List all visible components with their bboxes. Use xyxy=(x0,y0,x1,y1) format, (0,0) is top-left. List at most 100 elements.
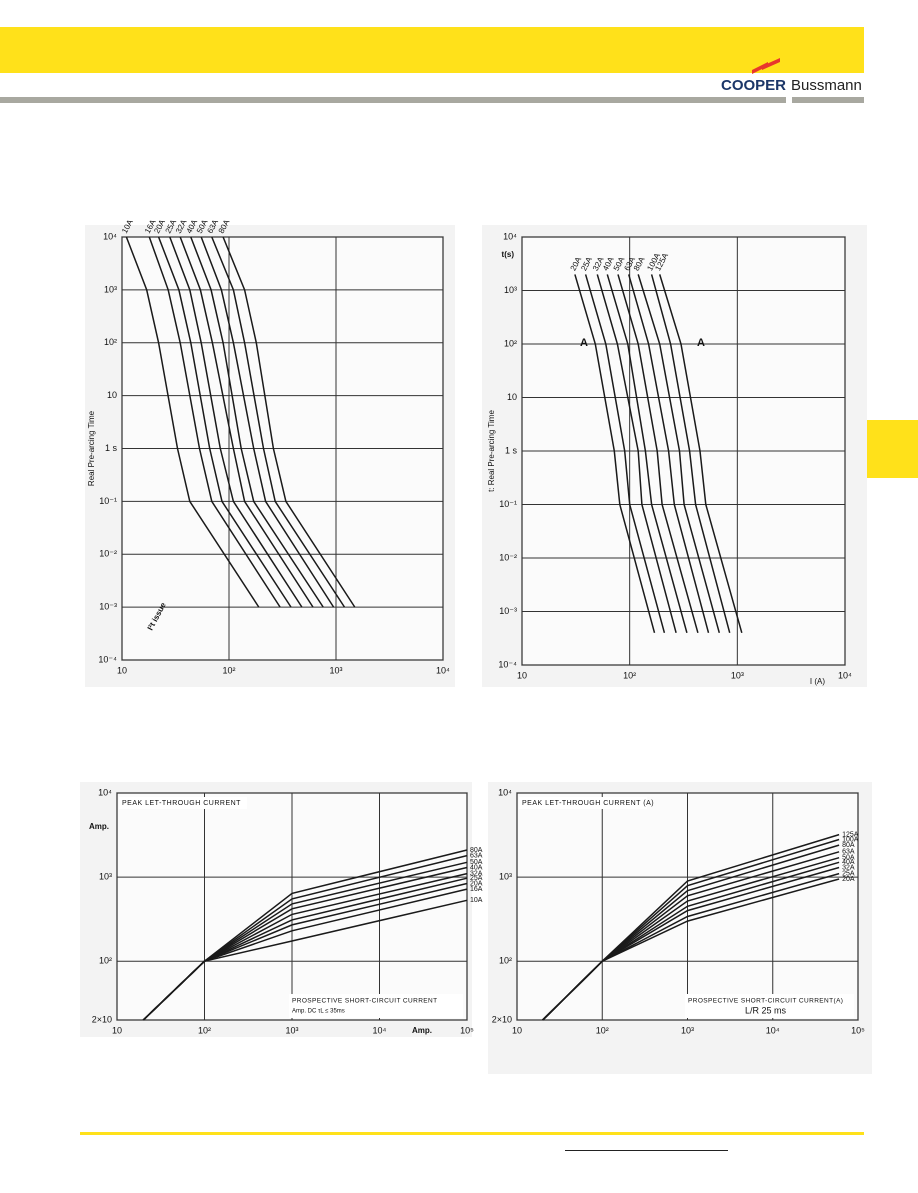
x-tick-label: 10⁴ xyxy=(766,1025,780,1035)
x-tick-label: 10² xyxy=(623,670,636,680)
x-tick-label: 10⁴ xyxy=(838,670,852,680)
note: L/R 25 ms xyxy=(745,1005,787,1015)
y-tick-label: 10³ xyxy=(104,284,117,294)
y-tick-label: 10² xyxy=(499,956,512,966)
y-tick-label: 10² xyxy=(99,956,112,966)
x-tick-label: 10⁵ xyxy=(460,1025,474,1035)
title-box xyxy=(119,797,247,809)
y-tick-label: 10³ xyxy=(504,285,517,295)
header-rule xyxy=(792,97,864,103)
legend-label: 40A xyxy=(470,864,483,871)
logo-stripe xyxy=(752,62,768,74)
legend-label: 125A xyxy=(842,831,859,838)
curve xyxy=(190,236,324,608)
xlabel-box xyxy=(289,994,463,1018)
x-tick-label: 10⁵ xyxy=(851,1025,865,1035)
x-tick-label: 10³ xyxy=(731,670,744,680)
legend-label: 63A xyxy=(470,852,483,859)
chart-title: PEAK LET-THROUGH CURRENT xyxy=(122,800,241,807)
curve xyxy=(606,274,688,633)
y-tick-label: 10⁴ xyxy=(103,231,117,241)
logo-brand2: Bussmann xyxy=(791,77,862,94)
note: Amp. DC τL ≤ 35ms xyxy=(292,1009,345,1015)
y-tick-label: 10⁴ xyxy=(498,787,512,797)
legend-label: 40A xyxy=(842,859,855,866)
curve xyxy=(222,236,356,608)
legend-label: 25A xyxy=(470,875,483,882)
y-tick-label: 10⁴ xyxy=(98,787,112,797)
logo-stripe xyxy=(762,58,780,70)
curve xyxy=(542,833,840,1021)
y-tick-label: 10⁴ xyxy=(503,231,517,241)
chart-title: PEAK LET-THROUGH CURRENT (A) xyxy=(522,800,654,807)
header-rule xyxy=(0,97,786,103)
legend-label: 80A xyxy=(842,842,855,849)
y-tick-label: 10⁻³ xyxy=(499,606,517,616)
y-tick-label: 10⁻² xyxy=(99,549,117,559)
y-tick-label: 10³ xyxy=(499,871,512,881)
y-tick-label: 10⁻⁴ xyxy=(498,659,517,669)
x-tick-label: 10² xyxy=(198,1025,211,1035)
legend-label: 10A xyxy=(470,897,483,904)
x-axis-label: I (A) xyxy=(810,677,825,686)
curve xyxy=(658,274,743,634)
logo-brand: COOPER xyxy=(721,77,786,94)
legend-label: 80A xyxy=(470,847,483,854)
x-tick-label: 10 xyxy=(512,1025,522,1035)
curve xyxy=(169,236,303,608)
header-bar xyxy=(0,27,864,73)
x-axis-label: PROSPECTIVE SHORT-CIRCUIT CURRENT(A) xyxy=(688,998,843,1005)
curve xyxy=(584,274,666,633)
y-tick-label: 10² xyxy=(104,337,117,347)
legend-label: 20A xyxy=(470,880,483,887)
x-tick-label: 10 xyxy=(517,670,527,680)
legend-label: 32A xyxy=(842,864,855,871)
side-tab xyxy=(858,420,918,478)
y-tick-label: 1 s xyxy=(505,445,518,455)
curve xyxy=(574,274,656,633)
y-tick-label: 10³ xyxy=(99,871,112,881)
curve xyxy=(125,236,260,608)
y-unit: Amp. xyxy=(89,822,109,831)
legend-label: 20A xyxy=(842,876,855,883)
x-tick-label: 10³ xyxy=(681,1025,694,1035)
annotation: A xyxy=(580,337,588,349)
legend-label: 32A xyxy=(470,870,483,877)
legend-label: 25A xyxy=(842,870,855,877)
curve xyxy=(157,236,292,608)
x-tick-label: 10³ xyxy=(329,665,342,675)
y-tick-label: 10⁻³ xyxy=(99,602,117,612)
legend-label: 50A xyxy=(470,859,483,866)
y-tick-label: 10⁻⁴ xyxy=(98,654,117,664)
x-tick-label: 10² xyxy=(222,665,235,675)
y-tick-label: 10⁻¹ xyxy=(499,499,517,509)
x-tick-label: 10³ xyxy=(285,1025,298,1035)
y-tick-label: 10 xyxy=(507,392,517,402)
y-tick-label: 10² xyxy=(504,338,517,348)
curve xyxy=(142,849,468,1021)
curve xyxy=(200,236,335,608)
legend-label: 16A xyxy=(470,886,483,893)
curve xyxy=(148,236,281,608)
x-tick-label: 10 xyxy=(112,1025,122,1035)
xlabel-box xyxy=(685,994,854,1018)
legend-label: 63A xyxy=(842,849,855,856)
x-unit: Amp. xyxy=(412,1026,432,1035)
title-box xyxy=(519,797,647,809)
y-tick-label: 10⁻¹ xyxy=(99,496,117,506)
curve xyxy=(650,274,731,633)
curve xyxy=(637,274,721,633)
legend-label: 100A xyxy=(842,836,859,843)
y-tick-label: 2×10 xyxy=(492,1014,512,1024)
footer-rule xyxy=(80,1132,864,1135)
y-axis-label: t: Real Pre-arcing Time xyxy=(487,410,496,492)
x-tick-label: 10 xyxy=(117,665,127,675)
curve xyxy=(596,274,677,633)
y-tick-label: 10⁻² xyxy=(499,552,517,562)
footer-underline xyxy=(565,1150,728,1151)
y-tick-label: 2×10 xyxy=(92,1014,112,1024)
x-tick-label: 10⁴ xyxy=(373,1025,387,1035)
logo: COOPER Bussmann xyxy=(721,58,862,94)
y-unit: t(s) xyxy=(502,250,515,259)
